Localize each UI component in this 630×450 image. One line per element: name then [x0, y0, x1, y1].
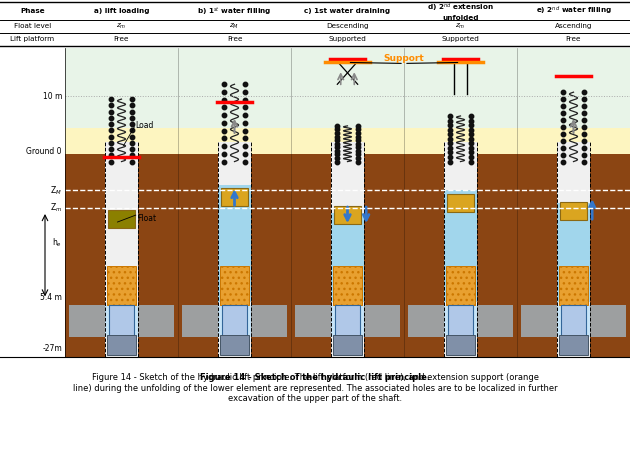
Bar	[521, 305, 626, 337]
Bar	[445, 266, 476, 305]
Bar	[559, 266, 588, 305]
Bar	[334, 206, 362, 224]
Bar	[222, 305, 248, 337]
Bar	[178, 128, 291, 156]
Bar	[291, 128, 404, 156]
Bar	[333, 335, 362, 355]
Text: c) 1st water draining: c) 1st water draining	[304, 8, 391, 14]
Text: Ground 0: Ground 0	[26, 147, 62, 156]
Text: Descending: Descending	[326, 23, 369, 29]
Bar	[0, 48, 630, 357]
Bar	[517, 153, 630, 357]
Bar	[108, 305, 134, 337]
Bar	[105, 142, 139, 357]
Text: $z_M$: $z_M$	[229, 22, 239, 31]
Bar	[556, 203, 590, 302]
Bar	[331, 142, 364, 357]
Bar	[447, 194, 474, 212]
Bar	[295, 305, 400, 337]
Bar	[217, 142, 251, 357]
Text: Z$_m$: Z$_m$	[50, 202, 62, 214]
Bar	[559, 202, 587, 220]
Bar	[559, 335, 588, 355]
Text: Supported: Supported	[329, 36, 367, 42]
Bar	[0, 48, 65, 357]
Text: b) 1$^{st}$ water filling: b) 1$^{st}$ water filling	[197, 5, 272, 17]
Text: $z_m$: $z_m$	[117, 22, 127, 31]
Text: Free: Free	[227, 36, 243, 42]
Text: Z$_M$: Z$_M$	[50, 184, 62, 197]
Bar	[404, 153, 517, 357]
Text: 5.4 m: 5.4 m	[40, 293, 62, 302]
Text: Figure 14 - Sketch of the hydraulic lift principle. The lift platform (red line): Figure 14 - Sketch of the hydraulic lift…	[72, 374, 558, 403]
Bar	[556, 142, 590, 357]
Text: Support: Support	[384, 54, 425, 63]
Bar	[65, 128, 178, 156]
Bar	[178, 153, 291, 357]
Text: d) 2$^{nd}$ extension
unfolded: d) 2$^{nd}$ extension unfolded	[427, 1, 494, 21]
Text: Phase: Phase	[20, 8, 45, 14]
Bar	[69, 305, 174, 337]
Bar	[106, 335, 137, 355]
Text: a) lift loading: a) lift loading	[94, 8, 149, 14]
Bar	[65, 48, 178, 153]
Text: Load: Load	[135, 122, 154, 130]
Text: Float: Float	[137, 214, 156, 223]
Bar	[517, 128, 630, 156]
Bar	[108, 210, 135, 228]
Text: -27m: -27m	[42, 344, 62, 353]
Text: Free: Free	[566, 36, 581, 42]
Bar	[335, 305, 360, 337]
Bar	[182, 305, 287, 337]
Bar	[444, 142, 478, 357]
Text: Ascending: Ascending	[555, 23, 592, 29]
Text: $z_m$: $z_m$	[455, 22, 466, 31]
Bar	[65, 153, 178, 357]
Bar	[447, 305, 474, 337]
Bar	[331, 213, 364, 302]
Bar	[178, 48, 291, 153]
Bar	[291, 48, 404, 153]
Text: e) 2$^{nd}$ water filling: e) 2$^{nd}$ water filling	[536, 5, 612, 17]
Text: Free: Free	[114, 36, 129, 42]
Bar	[106, 266, 137, 305]
Bar	[408, 305, 513, 337]
Bar	[404, 48, 517, 153]
Bar	[333, 266, 362, 305]
Bar	[561, 305, 587, 337]
Bar	[219, 335, 249, 355]
Text: Figure 14 - Sketch of the hydraulic lift principle.: Figure 14 - Sketch of the hydraulic lift…	[200, 374, 430, 382]
Bar	[445, 335, 476, 355]
Bar	[217, 185, 251, 302]
Bar	[291, 153, 404, 357]
Text: 10 m: 10 m	[43, 92, 62, 101]
Text: Lift platform: Lift platform	[11, 36, 55, 42]
Bar	[219, 266, 249, 305]
Text: Supported: Supported	[442, 36, 479, 42]
Bar	[444, 190, 478, 302]
Text: h$_e$: h$_e$	[52, 237, 62, 249]
Bar	[220, 189, 248, 206]
Text: Float level: Float level	[14, 23, 51, 29]
Bar	[517, 48, 630, 153]
Bar	[404, 128, 517, 156]
